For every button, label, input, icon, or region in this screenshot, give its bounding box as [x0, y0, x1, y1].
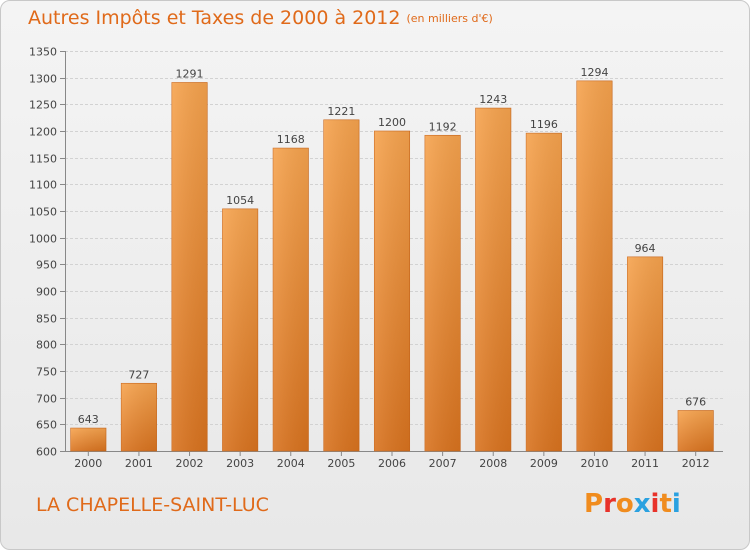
x-tick-label: 2011 [631, 457, 659, 470]
logo-letter: r [603, 489, 616, 519]
bar-value-label: 1294 [580, 66, 608, 79]
bar-shade [374, 131, 410, 451]
x-tick-label: 2012 [682, 457, 710, 470]
logo-letter: i [671, 489, 681, 519]
bar-value-label: 1054 [226, 194, 254, 207]
y-tick-label: 1200 [29, 126, 57, 139]
bar-value-label: 1192 [429, 120, 457, 133]
logo-letter: t [659, 489, 672, 519]
chart-unit: (en milliers d'€) [406, 12, 493, 25]
bar-shade [576, 80, 613, 451]
logo-letter: i [650, 489, 660, 519]
label-layer: 643 727 1291 1054 1168 1221 1200 1192 1243 1196 12… [78, 66, 706, 426]
bar-shade [171, 82, 208, 451]
x-tick-label: 2007 [429, 457, 457, 470]
y-tick-label: 900 [36, 286, 57, 299]
logo-letter: o [615, 489, 634, 519]
y-tick-label: 1000 [29, 233, 57, 246]
y-tick-label: 800 [36, 339, 57, 352]
x-tick-label: 2008 [479, 457, 507, 470]
x-tick-label: 2002 [176, 457, 204, 470]
chart-title: Autres Impôts et Taxes de 2000 à 2012 (en… [28, 7, 493, 29]
y-tick-label: 850 [36, 313, 57, 326]
bar-value-label: 1196 [530, 118, 558, 131]
bar-shade [121, 383, 157, 451]
bar-layer [70, 80, 714, 452]
bar-shade [273, 148, 309, 452]
y-tick-label: 700 [36, 393, 57, 406]
y-tick-label: 1250 [29, 99, 57, 112]
chart-title-text: Autres Impôts et Taxes de 2000 à 2012 [28, 7, 401, 29]
y-tick-label: 1150 [29, 153, 57, 166]
logo-letter: P [584, 489, 604, 519]
axis-layer: 600 650 700 750 800 850 900 950 1000 1050 1100 1150… [29, 46, 723, 470]
x-tick-label: 2009 [530, 457, 558, 470]
bar-shade [526, 133, 562, 451]
bar-shade [475, 108, 511, 452]
bar-value-label: 1200 [378, 116, 406, 129]
x-tick-label: 2001 [125, 457, 153, 470]
y-tick-label: 750 [36, 366, 57, 379]
x-tick-label: 2010 [580, 457, 608, 470]
x-tick-label: 2003 [226, 457, 254, 470]
bar-shade [424, 135, 461, 451]
y-tick-label: 1050 [29, 206, 57, 219]
y-tick-label: 650 [36, 419, 57, 432]
bar-value-label: 1221 [327, 105, 355, 118]
proxiti-logo: Proxiti [584, 489, 681, 519]
y-tick-label: 600 [36, 446, 57, 459]
x-tick-label: 2006 [378, 457, 406, 470]
x-tick-label: 2000 [74, 457, 102, 470]
bar-shade [222, 208, 258, 451]
bar-shade [323, 119, 360, 452]
x-tick-label: 2004 [277, 457, 305, 470]
bar-value-label: 964 [635, 242, 656, 255]
y-tick-label: 950 [36, 259, 57, 272]
location-name: LA CHAPELLE-SAINT-LUC [36, 494, 269, 516]
bar-value-label: 1243 [479, 93, 507, 106]
bar-value-label: 643 [78, 413, 99, 426]
y-tick-label: 1350 [29, 46, 57, 59]
bar-shade [677, 410, 714, 451]
bar-value-label: 676 [685, 395, 706, 408]
bar-shade [627, 256, 663, 451]
bar-value-label: 1291 [176, 67, 204, 80]
logo-letter: x [633, 489, 651, 519]
y-tick-label: 1300 [29, 73, 57, 86]
x-tick-label: 2005 [327, 457, 355, 470]
bar-value-label: 1168 [277, 133, 305, 146]
bar-shade [70, 428, 107, 451]
y-tick-label: 1100 [29, 179, 57, 192]
bar-value-label: 727 [128, 368, 149, 381]
